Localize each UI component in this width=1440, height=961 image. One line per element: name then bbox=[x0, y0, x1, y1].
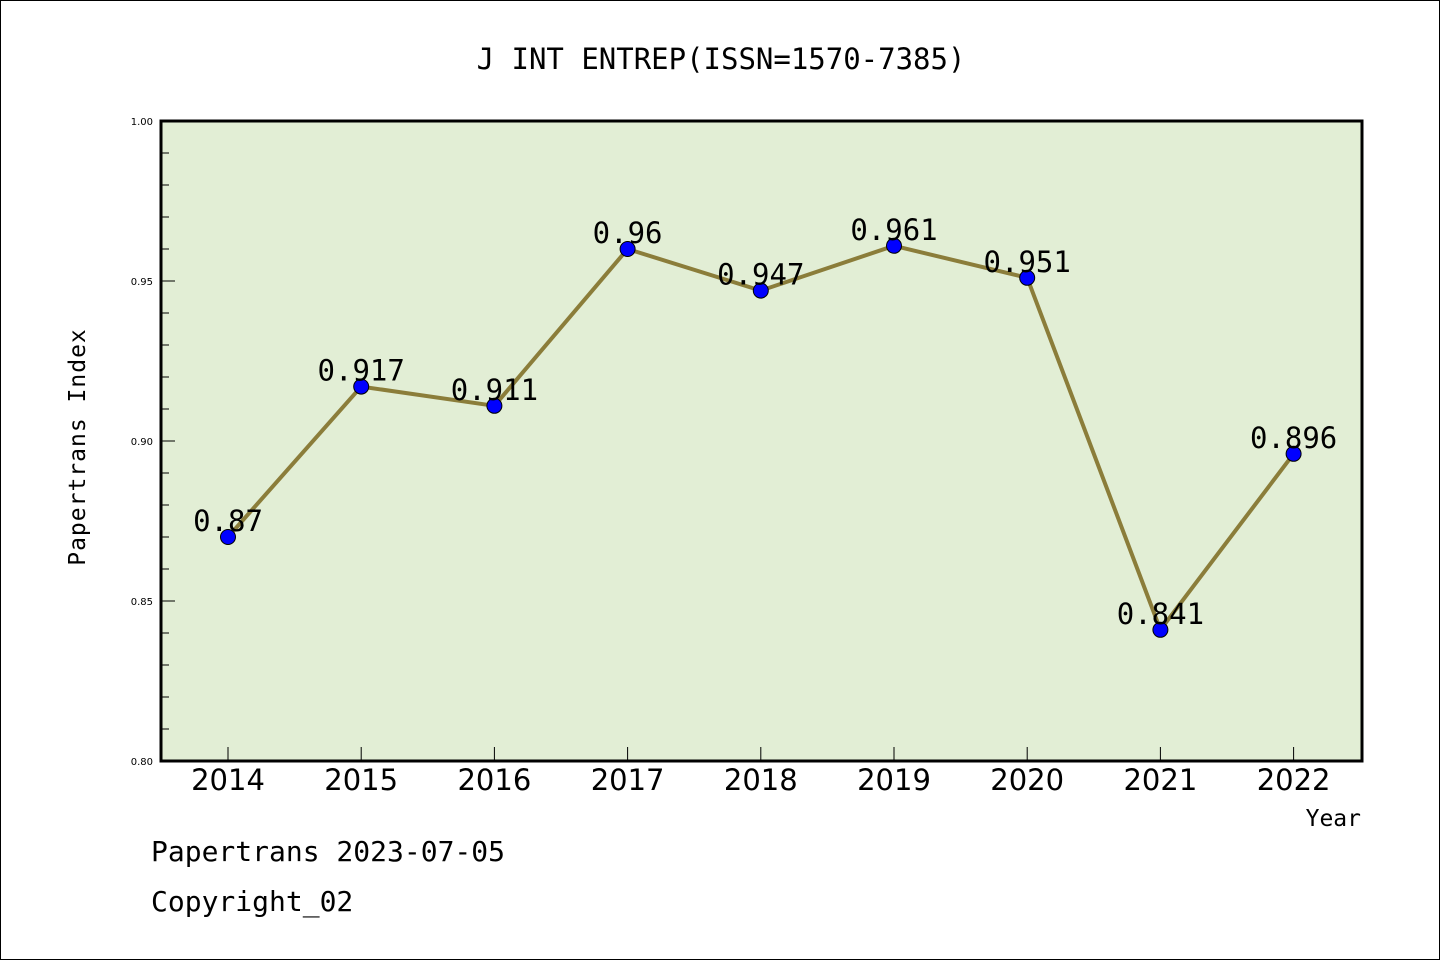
x-axis-ticks: 2014 2015 2016 2017 2018 2019 2020 2021 2022 bbox=[191, 747, 1331, 797]
x-tick-label: 2019 bbox=[857, 763, 931, 797]
data-point bbox=[220, 529, 236, 545]
x-tick-label: 2022 bbox=[1257, 763, 1331, 797]
y-tick-label: 0.95 bbox=[131, 277, 153, 288]
data-label: 0.87 bbox=[193, 504, 263, 538]
data-label: 0.896 bbox=[1250, 421, 1337, 455]
x-tick-label: 2018 bbox=[724, 763, 798, 797]
x-tick-label: 2020 bbox=[990, 763, 1064, 797]
data-point bbox=[1152, 621, 1169, 638]
data-label: 0.841 bbox=[1117, 597, 1204, 631]
data-label: 0.961 bbox=[850, 213, 937, 247]
data-label: 0.917 bbox=[318, 354, 405, 388]
data-label: 0.911 bbox=[451, 373, 538, 407]
x-tick-label: 2017 bbox=[591, 763, 665, 797]
x-tick-label: 2015 bbox=[324, 763, 398, 797]
y-tick-label: 1.00 bbox=[131, 117, 153, 128]
data-label: 0.951 bbox=[984, 245, 1071, 279]
y-axis-label: Papertrans Index bbox=[65, 328, 91, 566]
series-markers bbox=[220, 237, 1302, 638]
data-point bbox=[353, 378, 370, 395]
y-tick-label: 0.85 bbox=[131, 597, 153, 608]
y-tick-label: 0.80 bbox=[131, 757, 153, 768]
y-tick-label: 0.90 bbox=[131, 437, 153, 448]
data-point bbox=[1019, 269, 1036, 286]
data-point bbox=[619, 241, 636, 257]
y-axis-ticks: 0.80 0.85 0.90 0.95 1.00 bbox=[131, 117, 175, 768]
data-labels: 0.87 0.917 0.911 0.96 0.947 0.961 0.951 0.841 0.… bbox=[193, 213, 1337, 631]
x-tick-label: 2016 bbox=[457, 763, 531, 797]
footer-date-line: Papertrans 2023-07-05 bbox=[151, 835, 506, 868]
data-label: 0.947 bbox=[717, 258, 804, 292]
data-point bbox=[886, 237, 902, 254]
x-tick-label: 2014 bbox=[191, 763, 265, 797]
plot-area bbox=[159, 119, 1364, 763]
data-label: 0.96 bbox=[593, 216, 663, 250]
data-point bbox=[486, 397, 503, 414]
data-point bbox=[1285, 445, 1302, 462]
chart-title: J INT ENTREP(ISSN=1570-7385) bbox=[477, 42, 966, 76]
data-point bbox=[752, 282, 769, 299]
x-axis-label: Year bbox=[1306, 806, 1361, 832]
x-tick-label: 2021 bbox=[1123, 763, 1197, 797]
footer-copyright: Copyright_02 bbox=[151, 885, 354, 918]
